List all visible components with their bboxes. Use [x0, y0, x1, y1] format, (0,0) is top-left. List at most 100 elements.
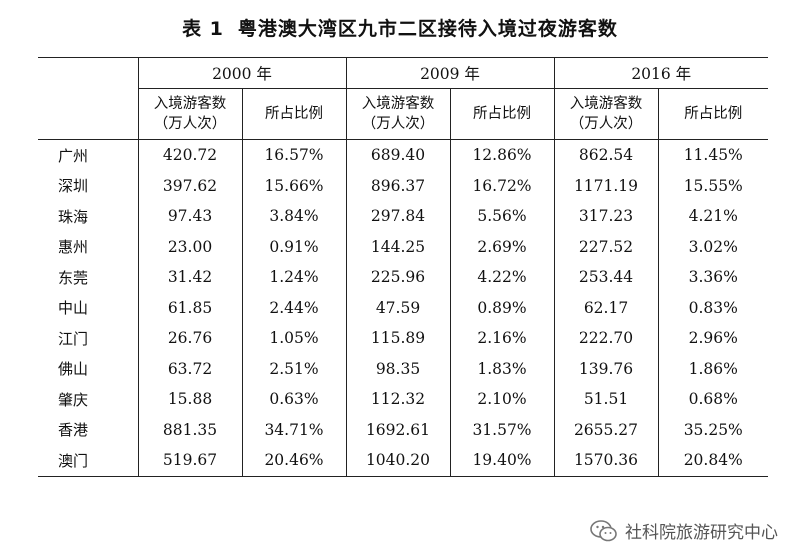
tourists-cell: 1040.20	[345, 445, 450, 477]
tourists-cell: 2655.27	[553, 414, 658, 445]
tourists-cell: 47.59	[345, 292, 450, 323]
table-row: 佛山 63.72 2.51% 98.35 1.83% 139.76 1.86%	[38, 353, 768, 384]
table-number: 表 1	[182, 18, 224, 40]
tourists-cell: 1570.36	[553, 445, 658, 477]
table-row: 珠海 97.43 3.84% 297.84 5.56% 317.23 4.21%	[38, 201, 768, 232]
share-cell: 11.45%	[657, 139, 768, 171]
table-row: 中山 61.85 2.44% 47.59 0.89% 62.17 0.83%	[38, 292, 768, 323]
year-header-2016: 2016 年	[553, 57, 768, 89]
region-cell: 澳门	[38, 445, 138, 477]
tourists-header-2009: 入境游客数 （万人次）	[345, 88, 450, 140]
share-cell: 16.57%	[241, 139, 346, 171]
share-cell: 15.66%	[241, 170, 346, 201]
tourists-cell: 519.67	[137, 445, 242, 477]
share-cell: 35.25%	[657, 414, 768, 445]
share-cell: 2.44%	[241, 292, 346, 323]
tourists-cell: 23.00	[137, 231, 242, 262]
share-cell: 4.22%	[449, 262, 554, 293]
tourists-cell: 1171.19	[553, 170, 658, 201]
tourists-cell: 225.96	[345, 262, 450, 293]
share-cell: 19.40%	[449, 445, 554, 477]
tourists-cell: 63.72	[137, 353, 242, 384]
tourists-cell: 222.70	[553, 323, 658, 354]
tourists-cell: 1692.61	[345, 414, 450, 445]
region-cell: 香港	[58, 421, 89, 440]
region-header	[38, 57, 138, 140]
region-cell: 广州	[58, 146, 89, 165]
table-row: 江门 26.76 1.05% 115.89 2.16% 222.70 2.96%	[38, 323, 768, 354]
share-cell: 0.68%	[657, 384, 768, 415]
tourists-cell: 26.76	[137, 323, 242, 354]
tourists-cell: 61.85	[137, 292, 242, 323]
table-body: 广州 420.72 16.57% 689.40 12.86% 862.54 11.45% 深圳…	[38, 139, 768, 477]
share-cell: 2.96%	[657, 323, 768, 354]
tourists-header-line2: （万人次）	[361, 116, 435, 132]
share-cell: 5.56%	[449, 201, 554, 232]
tourists-cell: 31.42	[137, 262, 242, 293]
tourists-header-2016: 入境游客数 （万人次）	[553, 88, 658, 140]
share-cell: 16.72%	[449, 170, 554, 201]
tourists-cell: 112.32	[345, 384, 450, 415]
tourists-header-2000: 入境游客数 （万人次）	[137, 88, 242, 140]
region-cell: 珠海	[58, 207, 89, 226]
share-cell: 3.84%	[241, 201, 346, 232]
tourists-cell: 62.17	[553, 292, 658, 323]
table-row: 澳门 519.67 20.46% 1040.20 19.40% 1570.36 20.84%	[38, 445, 768, 477]
share-cell: 20.46%	[241, 445, 346, 477]
table-title: 表 1 粤港澳大湾区九市二区接待入境过夜游客数	[0, 14, 800, 41]
share-header-2016: 所占比例	[657, 88, 768, 140]
tourist-table: 2000 年 2009 年 2016 年 入境游客数 （万人次） 所占比例 入境…	[38, 57, 768, 477]
year-header-2009: 2009 年	[345, 57, 554, 89]
table-row: 广州 420.72 16.57% 689.40 12.86% 862.54 11.45%	[38, 139, 768, 171]
table-row: 香港 881.35 34.71% 1692.61 31.57% 2655.27 35.25%	[38, 414, 768, 445]
tourists-cell: 98.35	[345, 353, 450, 384]
share-cell: 2.51%	[241, 353, 346, 384]
share-header-2009: 所占比例	[449, 88, 554, 140]
region-cell: 佛山	[58, 360, 89, 379]
share-cell: 1.24%	[241, 262, 346, 293]
tourists-cell: 115.89	[345, 323, 450, 354]
table-row: 惠州 23.00 0.91% 144.25 2.69% 227.52 3.02%	[38, 231, 768, 262]
tourists-cell: 139.76	[553, 353, 658, 384]
tourists-header-line2: （万人次）	[569, 116, 643, 132]
region-cell: 肇庆	[58, 390, 89, 409]
tourists-cell: 227.52	[553, 231, 658, 262]
share-cell: 34.71%	[241, 414, 346, 445]
share-header-2000: 所占比例	[241, 88, 346, 140]
tourists-cell: 881.35	[137, 414, 242, 445]
share-cell: 31.57%	[449, 414, 554, 445]
tourists-cell: 420.72	[137, 139, 242, 171]
share-cell: 3.36%	[657, 262, 768, 293]
tourists-cell: 317.23	[553, 201, 658, 232]
wechat-icon	[590, 519, 617, 541]
table-caption: 粤港澳大湾区九市二区接待入境过夜游客数	[237, 18, 618, 40]
share-cell: 1.05%	[241, 323, 346, 354]
share-cell: 0.63%	[241, 384, 346, 415]
table-row: 深圳 397.62 15.66% 896.37 16.72% 1171.19 15.55%	[38, 170, 768, 201]
tourists-cell: 862.54	[553, 139, 658, 171]
tourists-header-line1: 入境游客数	[569, 96, 643, 112]
share-cell: 3.02%	[657, 231, 768, 262]
tourists-cell: 51.51	[553, 384, 658, 415]
tourists-cell: 689.40	[345, 139, 450, 171]
tourists-cell: 97.43	[137, 201, 242, 232]
tourists-header-line2: （万人次）	[153, 116, 227, 132]
share-cell: 4.21%	[657, 201, 768, 232]
share-cell: 0.89%	[449, 292, 554, 323]
share-cell: 15.55%	[657, 170, 768, 201]
tourists-header-line1: 入境游客数	[153, 96, 227, 112]
share-cell: 20.84%	[657, 445, 768, 477]
share-cell: 1.83%	[449, 353, 554, 384]
watermark-text: 社科院旅游研究中心	[625, 523, 778, 543]
watermark: 社科院旅游研究中心	[589, 518, 778, 543]
share-cell: 0.83%	[657, 292, 768, 323]
tourists-header-line1: 入境游客数	[361, 96, 435, 112]
table-row: 东莞 31.42 1.24% 225.96 4.22% 253.44 3.36%	[38, 262, 768, 293]
share-cell: 1.86%	[657, 353, 768, 384]
tourists-cell: 15.88	[137, 384, 242, 415]
region-cell: 江门	[58, 329, 89, 348]
region-cell: 中山	[58, 299, 89, 318]
share-cell: 12.86%	[449, 139, 554, 171]
region-cell: 惠州	[58, 238, 89, 257]
tourists-cell: 397.62	[137, 170, 242, 201]
